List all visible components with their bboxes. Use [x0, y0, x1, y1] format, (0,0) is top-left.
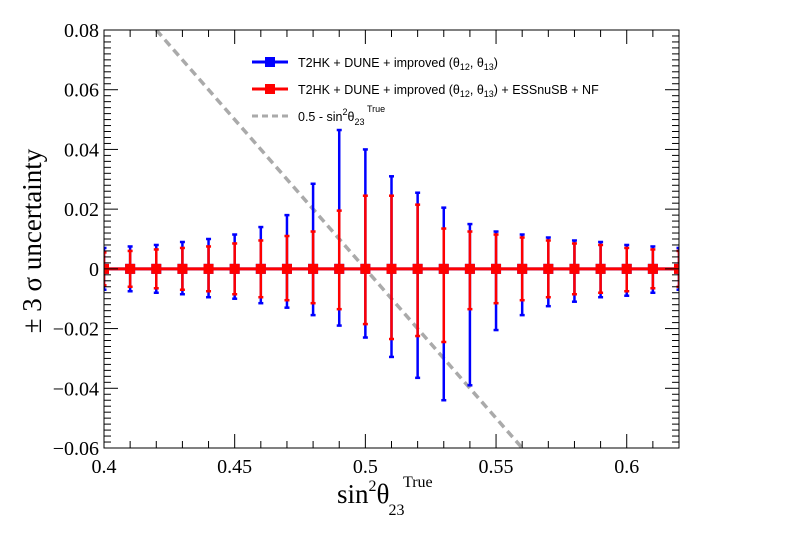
axes: −0.06 −0.04 −0.02 0 0.02 0.04 0.06 0.08 0.4 0.45 0… — [53, 20, 679, 478]
data-point — [281, 263, 292, 274]
data-point — [360, 263, 371, 274]
legend-3-sub: 23 — [354, 117, 364, 127]
data-point — [438, 263, 449, 274]
y-tick-label: 0.06 — [64, 80, 99, 102]
data-point — [203, 263, 214, 274]
legend-2-end: ) + ESSnuSB + NF — [494, 83, 599, 97]
x-axis-title: sin2θ23 True — [337, 474, 433, 519]
legend-1-mid: , θ — [470, 56, 484, 70]
legend-2-text: T2HK + DUNE + improved (θ — [298, 83, 460, 97]
data-point — [464, 263, 475, 274]
data-point — [517, 263, 528, 274]
x-tick-label: 0.45 — [217, 456, 252, 478]
legend-2-mid: , θ — [470, 83, 484, 97]
legend-entry-series-2: T2HK + DUNE + improved (θ12, θ13) + ESSn… — [252, 83, 599, 99]
legend-3-sup2: True — [367, 104, 385, 114]
legend-1-sub2: 13 — [484, 62, 494, 72]
data-point — [308, 263, 319, 274]
legend-2-sub1: 12 — [460, 89, 470, 99]
y-axis-title: ± 3 σ uncertainty — [17, 148, 47, 333]
y-tick-label: 0.02 — [64, 199, 99, 221]
x-axis-title-sub: 23 — [388, 502, 404, 519]
x-axis-title-theta: θ — [377, 479, 390, 509]
plot-area — [104, 30, 679, 448]
data-point — [595, 263, 606, 274]
y-tick-label: −0.02 — [53, 319, 99, 341]
legend-marker-series-1 — [265, 57, 275, 67]
legend-3-sup1: 2 — [342, 107, 347, 117]
legend-1-sub1: 12 — [460, 62, 470, 72]
data-point — [229, 263, 240, 274]
data-point — [255, 263, 266, 274]
y-tick-label: 0 — [89, 259, 99, 281]
x-axis-title-base: sin — [337, 479, 369, 509]
series-2 — [104, 194, 679, 344]
y-tick-label: −0.04 — [53, 378, 99, 400]
data-point — [151, 263, 162, 274]
data-point — [491, 263, 502, 274]
x-tick-label: 0.6 — [614, 456, 639, 478]
x-axis-title-sup1: 2 — [369, 478, 377, 495]
legend-entry-reference: 0.5 - sin2θ23True — [252, 104, 385, 127]
legend: T2HK + DUNE + improved (θ12, θ13) T2HK +… — [252, 56, 599, 127]
y-tick-label: 0.08 — [64, 20, 99, 42]
data-point — [334, 263, 345, 274]
data-point — [177, 263, 188, 274]
data-point — [569, 263, 580, 274]
data-point — [386, 263, 397, 274]
y-tick-label: −0.06 — [53, 438, 99, 460]
legend-1-text: T2HK + DUNE + improved (θ — [298, 56, 460, 70]
legend-label-series-2: T2HK + DUNE + improved (θ12, θ13) + ESSn… — [298, 83, 599, 99]
data-point — [621, 263, 632, 274]
legend-entry-series-1: T2HK + DUNE + improved (θ12, θ13) — [252, 56, 498, 72]
x-axis-title-sup2: True — [403, 474, 433, 491]
x-tick-label: 0.55 — [479, 456, 514, 478]
data-point — [543, 263, 554, 274]
legend-label-reference: 0.5 - sin2θ23True — [298, 104, 385, 127]
y-tick-label: 0.04 — [64, 139, 99, 161]
data-point — [412, 263, 423, 274]
legend-3-text: 0.5 - sin — [298, 110, 343, 124]
data-point — [647, 263, 658, 274]
x-tick-label: 0.4 — [92, 456, 117, 478]
x-tick-label: 0.5 — [353, 456, 378, 478]
legend-2-sub2: 13 — [484, 89, 494, 99]
legend-3-theta: θ — [347, 110, 354, 124]
legend-label-series-1: T2HK + DUNE + improved (θ12, θ13) — [298, 56, 498, 72]
data-point — [125, 263, 136, 274]
legend-1-end: ) — [494, 56, 498, 70]
legend-marker-series-2 — [265, 84, 275, 94]
